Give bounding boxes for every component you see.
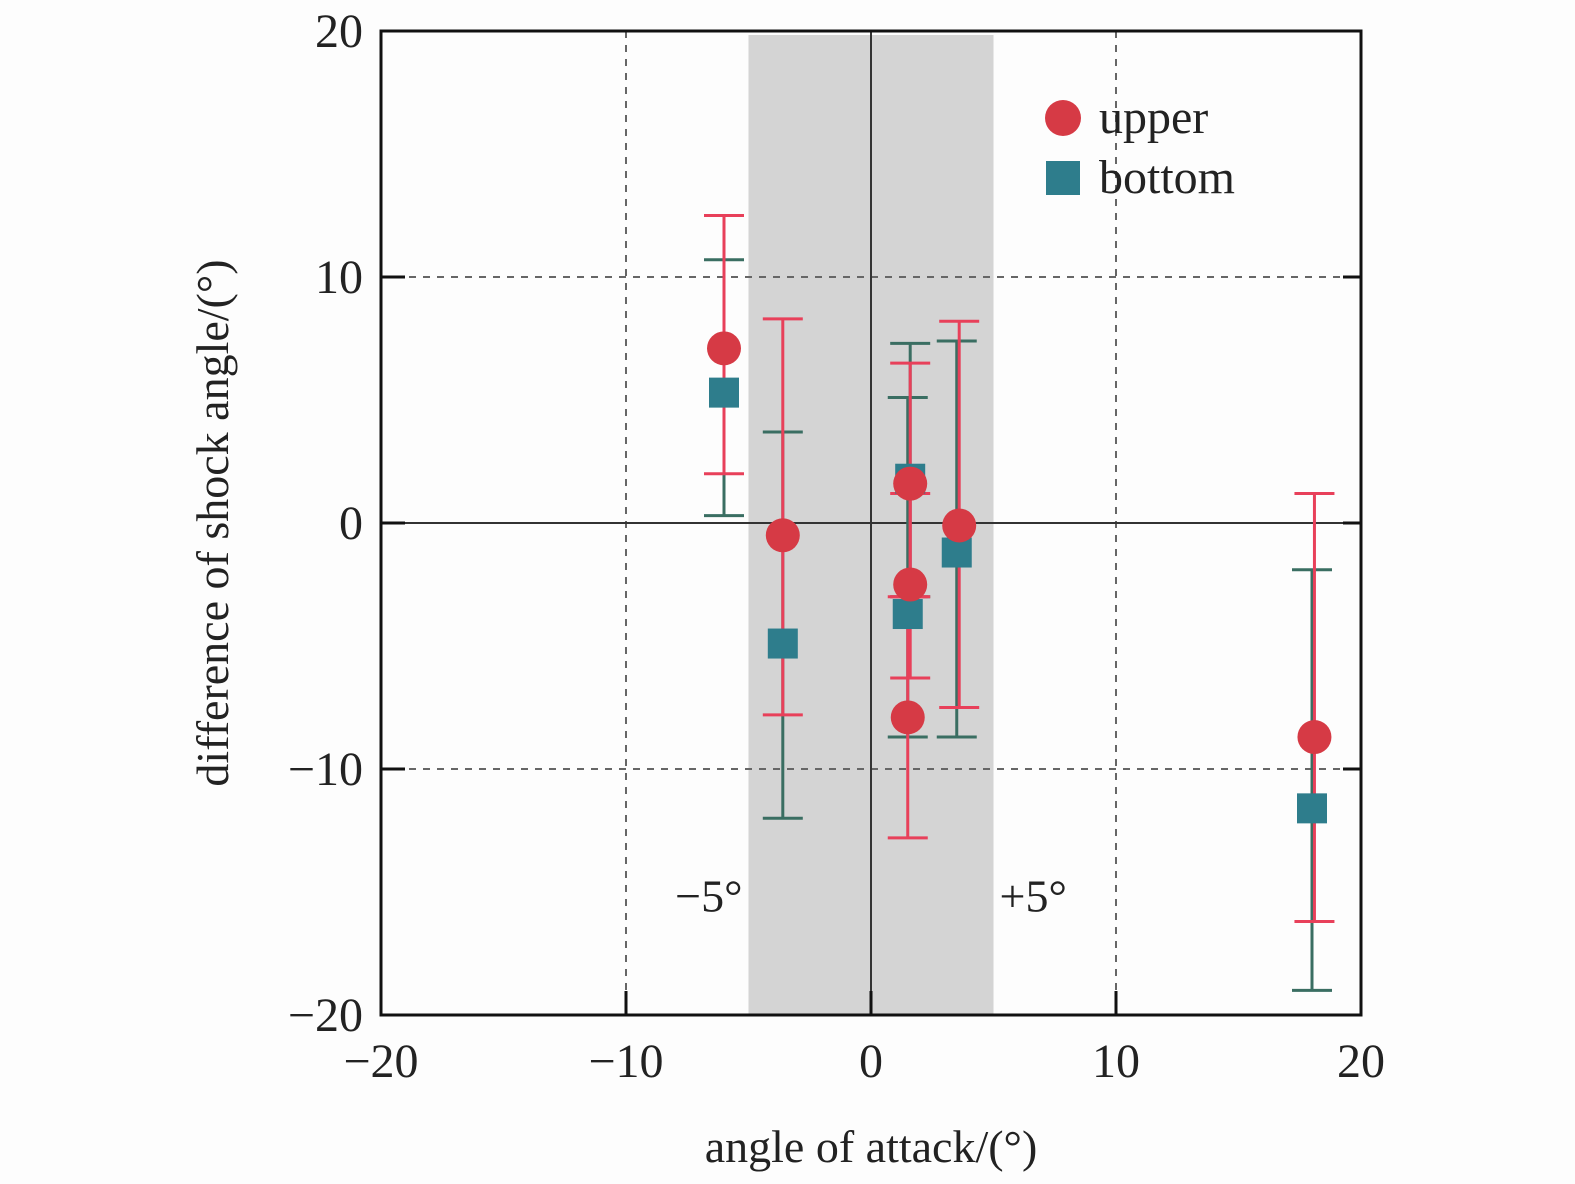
axes-layer: −20 −10 0 10 20 −20 −10 0 10 20 [288, 5, 1385, 1088]
band-left-label: −5° [675, 871, 742, 922]
y-tick-label: 20 [315, 5, 363, 58]
y-tick-label: 0 [339, 497, 363, 550]
upper-point [765, 518, 800, 553]
bottom-point [892, 599, 923, 630]
x-tick-label: −20 [343, 1035, 418, 1088]
upper-point [942, 508, 977, 543]
y-tick-label: −10 [288, 743, 363, 796]
legend-marker-bottom [1046, 161, 1080, 195]
upper-point [1297, 720, 1332, 755]
grid-layer [381, 31, 1361, 1015]
legend-label-bottom: bottom [1099, 151, 1235, 204]
bottom-point [941, 537, 972, 568]
upper-point [893, 567, 928, 602]
bottom-point [767, 628, 798, 659]
x-tick-label: 20 [1337, 1035, 1385, 1088]
y-tick-label: 10 [315, 251, 363, 304]
upper-point [893, 466, 928, 501]
y-axis-title: difference of shock angle/(°) [187, 259, 238, 786]
bottom-point [1297, 793, 1327, 824]
bottom-point [709, 377, 739, 408]
x-axis-title: angle of attack/(°) [705, 1121, 1038, 1172]
upper-point [707, 331, 741, 366]
legend-label-upper: upper [1099, 91, 1208, 144]
legend-marker-upper [1045, 100, 1081, 136]
y-tick-label: −20 [288, 989, 363, 1042]
x-tick-label: 0 [859, 1035, 883, 1088]
band-right-label: +5° [1000, 871, 1067, 922]
x-tick-label: 10 [1092, 1035, 1140, 1088]
upper-point [890, 700, 925, 735]
data-layer [704, 214, 1335, 992]
legend: upper bottom [1045, 91, 1235, 204]
x-tick-label: −10 [588, 1035, 663, 1088]
